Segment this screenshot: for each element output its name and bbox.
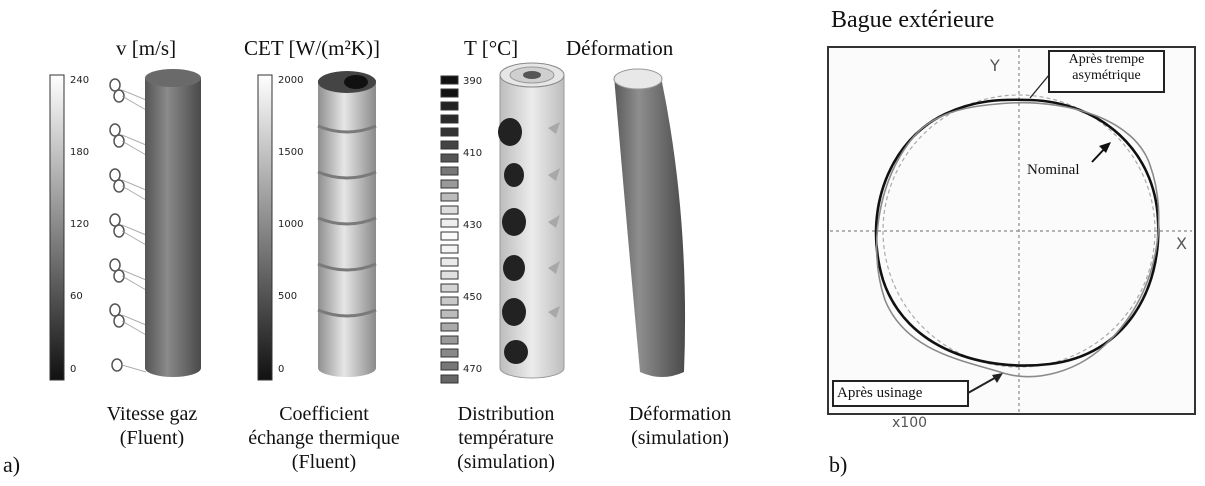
nominal-arrowhead <box>1099 142 1111 153</box>
deformation-plot <box>613 68 686 377</box>
caption-line: Déformation <box>628 403 732 425</box>
deformation-header: Déformation <box>566 36 674 60</box>
temperature-tick: 410 <box>463 148 483 159</box>
velocity-colorbar <box>49 74 65 381</box>
ring-y-label: Y <box>990 56 1000 75</box>
caption-line: Coefficient <box>279 403 369 425</box>
gas-streamlines <box>121 89 147 373</box>
caption-line: échange thermique <box>248 427 400 449</box>
deformation-cylinder-top <box>613 68 663 90</box>
velocity-cylinder-top <box>145 69 201 87</box>
temperature-caption: Distribution température (simulation) <box>438 402 574 474</box>
callout-top-box <box>1048 50 1165 93</box>
ring-scale: x100 <box>892 415 928 431</box>
nominal-label: Nominal <box>1027 162 1080 178</box>
velocity-tick: 0 <box>70 364 77 375</box>
htc-caption: Coefficient échange thermique (Fluent) <box>214 402 434 474</box>
ring-title: Bague extérieure <box>831 7 995 33</box>
htc-tick: 0 <box>278 364 285 375</box>
temperature-cold-zones <box>498 118 528 364</box>
temperature-tick: 470 <box>463 364 483 375</box>
htc-tick: 1000 <box>278 219 304 230</box>
callout-bottom-box <box>832 380 969 407</box>
caption-line: (Fluent) <box>119 427 185 449</box>
velocity-tick: 60 <box>70 291 83 302</box>
deformation-caption: Déformation (simulation) <box>598 402 762 450</box>
htc-tick: 1500 <box>278 147 304 158</box>
velocity-caption: Vitesse gaz (Fluent) <box>92 402 212 450</box>
gas-nozzles <box>109 78 125 372</box>
panel-a-label: a) <box>3 452 21 477</box>
caption-line: (simulation) <box>457 451 555 473</box>
temperature-top-core <box>523 71 541 79</box>
velocity-cylinder <box>145 78 201 377</box>
velocity-header: v [m/s] <box>116 36 177 60</box>
htc-header: CET [W/(m²K)] <box>244 36 380 60</box>
velocity-tick: 240 <box>70 75 90 86</box>
ring-x-label: X <box>1176 234 1187 253</box>
htc-tick: 2000 <box>278 75 304 86</box>
callout-bottom-arrowhead <box>992 373 1003 383</box>
caption-line: Vitesse gaz <box>106 403 198 425</box>
temperature-mid-zones <box>548 122 560 318</box>
panel-b-label: b) <box>829 452 848 477</box>
temperature-plot <box>440 62 565 384</box>
after-machining-profile <box>875 101 1160 378</box>
velocity-plot <box>49 69 201 381</box>
deformation-cylinder <box>614 76 686 377</box>
callout-top-text: Après trempe asymétrique <box>1050 52 1163 84</box>
htc-plot <box>257 71 377 381</box>
temperature-tick: 390 <box>463 76 483 87</box>
callout-bottom-text: Après usinage <box>837 385 923 401</box>
callout-top-leader <box>1029 74 1050 99</box>
htc-tick: 500 <box>278 291 298 302</box>
caption-line: (simulation) <box>631 427 729 449</box>
htc-colorbar <box>257 74 273 381</box>
temperature-legend-blocks <box>440 75 459 384</box>
nominal-circle <box>882 94 1156 368</box>
ring-plot <box>827 46 1196 415</box>
caption-line: (Fluent) <box>291 451 357 473</box>
htc-bands <box>317 124 377 318</box>
callout-line: Après trempe <box>1068 52 1145 67</box>
htc-cylinder <box>318 80 376 377</box>
temperature-header: T [°C] <box>464 36 519 60</box>
velocity-tick: 120 <box>70 219 90 230</box>
htc-hot-spot <box>344 75 368 89</box>
velocity-tick: 180 <box>70 147 90 158</box>
temperature-tick: 430 <box>463 220 483 231</box>
caption-line: Distribution <box>457 403 555 425</box>
callout-line: asymétrique <box>1072 68 1141 83</box>
temperature-tick: 450 <box>463 292 483 303</box>
caption-line: température <box>458 427 554 449</box>
